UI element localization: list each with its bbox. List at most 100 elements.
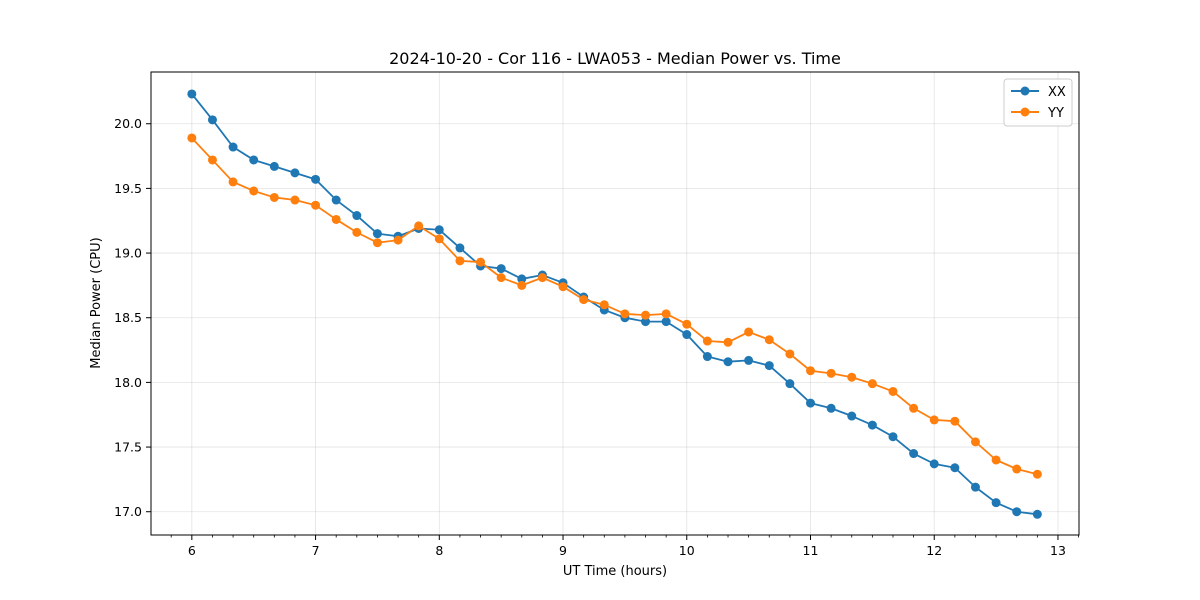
data-point-yy — [290, 195, 300, 205]
data-point-yy — [352, 227, 362, 237]
data-point-yy — [826, 368, 836, 378]
y-tick-label: 18.5 — [114, 310, 142, 325]
data-point-xx — [929, 459, 939, 469]
data-point-xx — [207, 115, 217, 125]
data-point-yy — [1032, 469, 1042, 479]
data-point-yy — [847, 372, 857, 382]
plot-area-frame — [150, 71, 1080, 536]
data-point-yy — [414, 221, 424, 231]
data-point-yy — [249, 186, 259, 196]
data-point-yy — [641, 310, 651, 320]
data-point-yy — [207, 155, 217, 165]
y-axis-label: Median Power (CPU) — [89, 237, 104, 368]
data-point-yy — [455, 256, 465, 266]
legend-yy-marker — [1020, 107, 1030, 117]
data-point-yy — [785, 349, 795, 359]
x-tick-label: 6 — [188, 543, 196, 558]
data-point-yy — [517, 280, 527, 290]
y-tick-label: 18.0 — [114, 375, 142, 390]
data-point-yy — [909, 403, 919, 413]
data-point-xx — [867, 420, 877, 430]
data-point-yy — [991, 455, 1001, 465]
legend-xx-label: XX — [1048, 85, 1066, 100]
x-tick-label: 7 — [312, 543, 320, 558]
data-point-xx — [434, 225, 444, 235]
data-point-yy — [929, 415, 939, 425]
x-tick-label: 11 — [803, 543, 819, 558]
data-point-xx — [228, 142, 238, 152]
data-point-xx — [269, 161, 279, 171]
data-point-xx — [661, 317, 671, 327]
data-point-xx — [682, 330, 692, 340]
x-tick-label: 13 — [1050, 543, 1066, 558]
data-point-yy — [661, 309, 671, 319]
series-layer — [187, 89, 1042, 519]
data-point-yy — [269, 192, 279, 202]
data-point-xx — [1012, 507, 1022, 517]
x-tick-label: 9 — [559, 543, 567, 558]
grid-lines — [151, 72, 1079, 535]
data-point-yy — [187, 133, 197, 143]
data-point-xx — [991, 498, 1001, 508]
data-point-xx — [970, 482, 980, 492]
x-tick-label: 8 — [435, 543, 443, 558]
data-point-yy — [228, 177, 238, 187]
data-point-xx — [311, 174, 321, 184]
y-tick-label: 17.5 — [114, 440, 142, 455]
data-point-xx — [950, 463, 960, 473]
data-point-yy — [496, 273, 506, 283]
data-point-yy — [723, 337, 733, 347]
data-point-xx — [702, 352, 712, 362]
data-point-yy — [950, 416, 960, 426]
data-point-xx — [785, 379, 795, 389]
data-point-xx — [826, 403, 836, 413]
data-point-xx — [888, 432, 898, 442]
data-point-xx — [290, 168, 300, 178]
data-point-yy — [970, 437, 980, 447]
y-tick-label: 19.0 — [114, 246, 142, 261]
legend-yy-label: YY — [1047, 106, 1064, 121]
data-point-yy — [434, 234, 444, 244]
data-point-yy — [744, 327, 754, 337]
y-tick-label: 19.5 — [114, 181, 142, 196]
data-point-xx — [455, 243, 465, 253]
data-point-yy — [682, 319, 692, 329]
data-point-xx — [372, 229, 382, 239]
legend-xx-marker — [1020, 86, 1030, 96]
data-point-xx — [187, 89, 197, 99]
x-tick-label: 12 — [926, 543, 942, 558]
data-point-yy — [599, 300, 609, 310]
data-point-xx — [641, 317, 651, 327]
data-point-yy — [806, 366, 815, 376]
x-tick-label: 10 — [679, 543, 695, 558]
data-point-xx — [909, 449, 919, 459]
data-point-xx — [249, 155, 259, 165]
x-axis: 6 7 8 9 10 11 12 13 — [170, 535, 1079, 558]
data-point-yy — [702, 336, 712, 346]
data-point-yy — [393, 235, 403, 245]
y-tick-label: 20.0 — [114, 116, 142, 131]
data-point-yy — [620, 309, 630, 319]
data-point-xx — [517, 274, 527, 284]
data-point-xx — [331, 195, 341, 205]
data-point-yy — [558, 282, 568, 292]
data-point-xx — [352, 211, 362, 221]
y-tick-label: 17.0 — [114, 504, 142, 519]
data-point-yy — [372, 238, 382, 248]
y-axis: 17.0 17.5 18.0 18.5 19.0 19.5 20.0 — [114, 116, 151, 519]
data-point-yy — [867, 379, 877, 389]
chart-title: 2024-10-20 - Cor 116 - LWA053 - Median P… — [389, 49, 841, 68]
series-yy — [187, 133, 1042, 479]
data-point-xx — [847, 411, 857, 421]
data-point-xx — [744, 355, 754, 365]
data-point-yy — [888, 386, 898, 396]
data-point-yy — [1012, 464, 1022, 474]
data-point-xx — [806, 398, 815, 408]
data-point-yy — [476, 257, 486, 267]
data-point-xx — [496, 264, 506, 274]
data-point-xx — [723, 357, 733, 367]
data-point-yy — [537, 273, 547, 283]
data-point-yy — [579, 295, 589, 305]
